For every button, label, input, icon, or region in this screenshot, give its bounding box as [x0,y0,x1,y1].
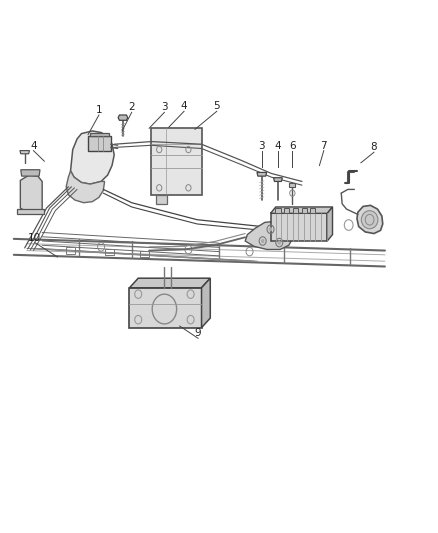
Circle shape [261,239,265,243]
Text: 10: 10 [28,232,41,243]
Text: 9: 9 [195,328,201,338]
Polygon shape [118,115,128,120]
Text: 4: 4 [30,141,37,151]
Circle shape [278,240,281,245]
Polygon shape [88,136,111,151]
Text: 6: 6 [289,141,296,151]
Polygon shape [301,208,307,213]
Polygon shape [66,171,105,203]
Polygon shape [71,131,114,184]
Polygon shape [130,288,201,328]
Text: 5: 5 [213,101,220,111]
Polygon shape [310,208,315,213]
Text: 8: 8 [371,142,377,152]
Polygon shape [130,278,210,288]
Polygon shape [289,183,295,187]
Polygon shape [271,207,332,213]
Ellipse shape [361,211,378,229]
Text: 3: 3 [161,102,168,112]
Polygon shape [21,169,40,176]
Polygon shape [151,128,201,195]
Polygon shape [284,208,289,213]
Text: 3: 3 [258,141,265,151]
Text: 2: 2 [128,102,135,112]
Polygon shape [274,177,283,181]
Text: 4: 4 [181,101,187,111]
Polygon shape [357,205,383,233]
Polygon shape [271,213,327,241]
Polygon shape [257,172,267,176]
Polygon shape [20,175,42,214]
Polygon shape [293,208,298,213]
Polygon shape [245,221,293,249]
Polygon shape [327,207,332,241]
Polygon shape [201,278,210,328]
Polygon shape [276,208,281,213]
Text: 4: 4 [275,141,281,151]
Polygon shape [90,133,109,136]
Polygon shape [17,209,44,214]
Text: 7: 7 [321,141,327,151]
Text: 1: 1 [95,105,102,115]
Polygon shape [20,151,29,154]
Circle shape [269,227,272,231]
Polygon shape [155,195,166,204]
